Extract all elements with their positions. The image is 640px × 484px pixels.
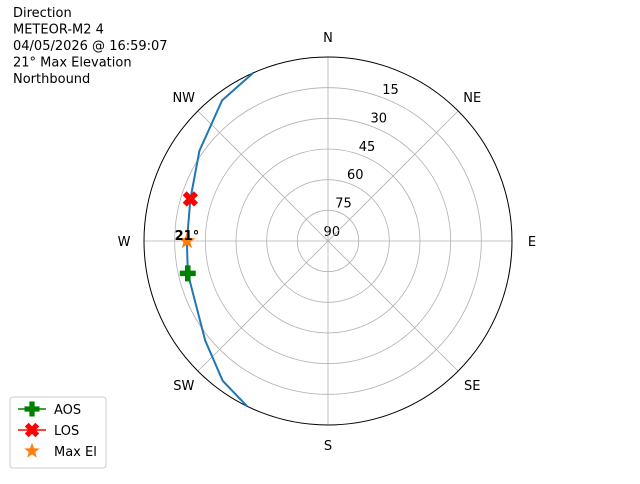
grid-spoke [327, 110, 459, 242]
x-marker [182, 191, 198, 207]
theta-tick-label: SE [464, 379, 480, 394]
grid-spoke [327, 240, 459, 372]
theta-tick-label: NW [172, 91, 195, 106]
grid-spoke [197, 110, 329, 242]
r-tick-label: 75 [335, 196, 352, 211]
legend-label: LOS [54, 424, 79, 439]
r-tick-label: 60 [347, 168, 364, 183]
theta-tick-label: S [324, 439, 332, 454]
legend-marker [24, 401, 40, 417]
r-tick-label: 15 [382, 83, 399, 98]
legend-marker [24, 442, 40, 458]
info-line: 21° Max Elevation [13, 56, 132, 71]
legend-marker [24, 422, 40, 438]
info-line: Northbound [13, 72, 90, 87]
theta-tick-label: W [118, 235, 131, 250]
plus-marker [179, 265, 196, 282]
star-marker [178, 232, 196, 249]
r-tick-label: 45 [359, 140, 376, 155]
theta-tick-label: N [323, 31, 333, 46]
legend-label: AOS [54, 403, 81, 418]
info-line: 04/05/2026 @ 16:59:07 [13, 39, 168, 54]
value-label: 21° [175, 229, 200, 244]
theta-tick-label: SW [173, 379, 194, 394]
theta-tick-label: NE [463, 91, 481, 106]
info-line: Direction [13, 6, 72, 21]
polar-frame [143, 56, 513, 426]
r-tick-label: 30 [370, 111, 387, 126]
grid-spoke [197, 240, 329, 372]
info-line: METEOR-M2 4 [13, 23, 104, 38]
legend-label: Max El [54, 445, 97, 460]
theta-tick-label: E [528, 235, 536, 250]
